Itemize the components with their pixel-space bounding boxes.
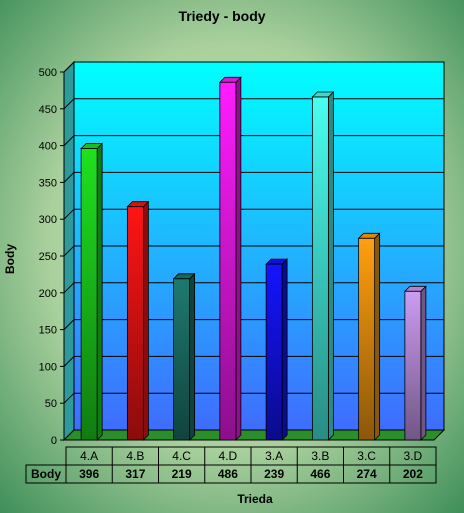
bar-side (235, 76, 242, 441)
y-tick-label: 150 (39, 325, 57, 337)
bar-4.A (80, 142, 104, 441)
x-tick-label: 3.A (265, 449, 283, 463)
bar-3.D (403, 285, 427, 441)
y-axis: 0 50 100 150 200 250 300 350 400 450 500 (39, 67, 65, 447)
y-tick-label: 50 (45, 398, 57, 410)
y-tick-label: 100 (39, 361, 57, 373)
bar-side (96, 142, 103, 441)
x-tick-label: 3.B (311, 449, 329, 463)
bar-front (80, 148, 98, 441)
bar-side (142, 200, 149, 441)
bar-front (173, 278, 191, 441)
bar-front (219, 81, 237, 441)
plot-floor (62, 429, 446, 441)
bar-4.D (218, 76, 242, 441)
bar-side (420, 285, 427, 441)
x-axis-label: Trieda (237, 492, 273, 506)
bars (80, 76, 427, 441)
data-table: Body 4.A 396 4.B 317 4.C 219 4.D 486 3.A 239 3.B 466… (25, 446, 437, 484)
bar-front (311, 96, 329, 441)
bar-3.C (357, 232, 381, 441)
x-tick-label: 4.A (80, 449, 98, 463)
y-tick-label: 500 (39, 67, 57, 79)
y-tick-label: 200 (39, 288, 57, 300)
plot-area (62, 60, 446, 442)
bar-side (189, 272, 196, 441)
data-label: 466 (310, 467, 330, 481)
data-label: 486 (218, 467, 238, 481)
bar-side (281, 258, 288, 441)
y-axis-label: Body (3, 244, 17, 274)
y-tick-label: 350 (39, 177, 57, 189)
table-value-row (25, 464, 437, 484)
bar-3.A (265, 258, 289, 441)
bar-front (265, 263, 283, 441)
y-tick-label: 300 (39, 214, 57, 226)
gridline (63, 61, 444, 73)
bar-front (358, 237, 376, 441)
bar-4.C (172, 272, 196, 441)
bar-3.B (311, 91, 335, 441)
x-tick-label: 4.D (219, 449, 238, 463)
data-label: 317 (125, 467, 145, 481)
y-tick-label: 400 (39, 141, 57, 153)
data-label: 396 (79, 467, 99, 481)
bar-front (404, 290, 422, 441)
y-tick-label: 250 (39, 251, 57, 263)
data-label: 219 (172, 467, 192, 481)
x-tick-label: 4.C (172, 449, 191, 463)
x-tick-label: 3.D (404, 449, 423, 463)
bar-side (374, 232, 381, 441)
x-tick-label: 3.C (357, 449, 376, 463)
bar-4.B (126, 200, 150, 441)
y-tick-label: 0 (51, 435, 57, 447)
bar-side (327, 91, 334, 441)
bar-front (126, 206, 144, 441)
chart-title: Triedy - body (178, 8, 265, 24)
table-row-label: Body (31, 467, 61, 481)
x-tick-label: 4.B (126, 449, 144, 463)
data-label: 202 (403, 467, 423, 481)
y-tick-label: 450 (39, 104, 57, 116)
data-label: 239 (264, 467, 284, 481)
data-label: 274 (357, 467, 377, 481)
